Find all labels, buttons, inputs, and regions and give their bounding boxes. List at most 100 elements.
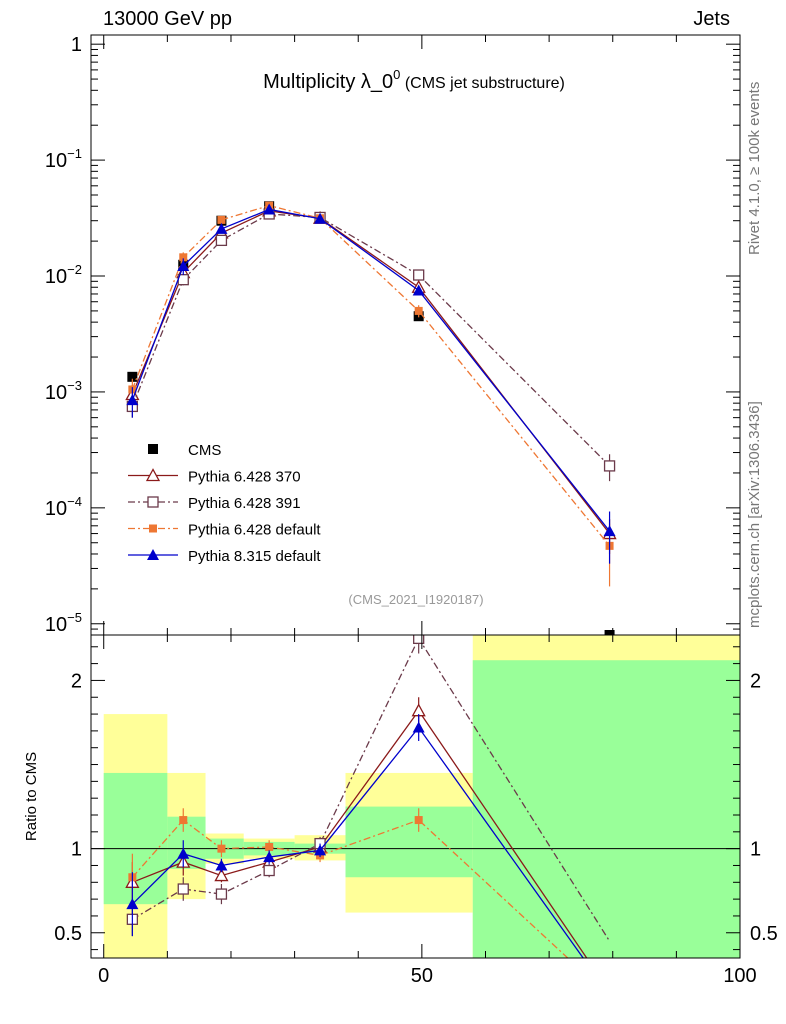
open-triangle-marker xyxy=(214,868,229,882)
data-point xyxy=(263,203,276,215)
data-point xyxy=(177,260,190,272)
legend-label: CMS xyxy=(188,442,221,459)
data-point xyxy=(179,816,188,825)
green-band-segment xyxy=(167,816,206,869)
data-point xyxy=(217,215,226,224)
data-point xyxy=(145,468,161,482)
square-marker xyxy=(148,444,158,454)
data-point xyxy=(412,284,425,296)
green-band-segment xyxy=(472,660,740,958)
ratio-y-tick-label-right: 1 xyxy=(750,839,761,861)
data-point xyxy=(147,549,159,560)
open-square-marker xyxy=(215,234,228,247)
open-square-marker xyxy=(147,496,159,508)
triangle-marker xyxy=(314,212,327,224)
square-marker xyxy=(149,524,157,533)
data-point xyxy=(413,269,425,281)
main-panel-series xyxy=(125,201,617,635)
triangle-marker xyxy=(177,847,190,859)
series-pythia-8-315-default xyxy=(126,203,616,564)
open-triangle-marker xyxy=(145,468,161,482)
y-tick-label: 10−4 xyxy=(45,494,82,520)
legend-label: Pythia 6.428 391 xyxy=(188,495,301,512)
ratio-panel-frame xyxy=(90,634,741,959)
ratio-y-tick-label-right: 2 xyxy=(750,670,761,692)
data-point xyxy=(214,868,229,882)
y-tick-label: 10−2 xyxy=(45,262,82,288)
data-point xyxy=(265,842,274,851)
triangle-marker xyxy=(215,222,228,234)
data-point xyxy=(217,844,226,853)
legend-item: Pythia 6.428 default xyxy=(128,522,321,539)
legend-label: Pythia 6.428 default xyxy=(188,522,321,539)
triangle-marker xyxy=(263,851,276,863)
y-tick-label: 10−3 xyxy=(45,378,82,404)
triangle-marker xyxy=(177,260,190,272)
open-square-marker xyxy=(263,864,275,877)
triangle-marker xyxy=(147,549,159,560)
triangle-marker xyxy=(215,859,228,871)
ratio-panel-series xyxy=(125,635,611,958)
square-marker xyxy=(179,253,188,262)
data-point xyxy=(414,816,423,825)
x-tick-label: 100 xyxy=(723,965,756,987)
series-cms xyxy=(127,201,615,635)
rivet-version-label: Rivet 4.1.0, ≥ 100k events xyxy=(746,81,763,255)
square-marker xyxy=(265,842,274,851)
data-point xyxy=(147,496,159,508)
data-point xyxy=(263,864,275,877)
process-label: 13000 GeV pp xyxy=(103,8,232,30)
triangle-marker xyxy=(126,394,139,406)
square-marker xyxy=(217,215,226,224)
triangle-marker xyxy=(412,284,425,296)
legend-label: Pythia 6.428 370 xyxy=(188,469,301,486)
open-square-marker xyxy=(413,269,425,281)
legend-item: Pythia 6.428 391 xyxy=(128,495,301,512)
data-point xyxy=(177,847,190,859)
open-square-marker xyxy=(603,460,616,472)
data-point xyxy=(603,525,616,537)
data-point xyxy=(413,635,425,645)
ratio-y-tick-label-right: 0.5 xyxy=(750,923,778,945)
data-point xyxy=(215,234,228,247)
triangle-marker xyxy=(603,525,616,537)
main-panel-frame xyxy=(90,34,741,636)
data-point xyxy=(263,851,276,863)
open-triangle-marker xyxy=(411,703,426,717)
legend-item: CMS xyxy=(148,442,221,459)
triangle-marker xyxy=(412,721,425,733)
data-point xyxy=(148,444,158,454)
data-point xyxy=(127,371,138,382)
data-point xyxy=(314,212,327,224)
data-point xyxy=(126,394,139,406)
triangle-marker xyxy=(126,898,139,910)
legend-label: Pythia 8.315 default xyxy=(188,548,321,565)
analysis-id-label: (CMS_2021_I1920187) xyxy=(348,592,483,607)
square-marker xyxy=(179,816,188,825)
data-point xyxy=(215,859,228,871)
data-point xyxy=(215,222,228,234)
ratio-axis-label: Ratio to CMS xyxy=(23,752,40,841)
x-axis-ticks: 0 50 100 xyxy=(98,35,757,987)
ratio-y-axis-ticks: 0.5 0.5 1 1 2 2 Ratio to CMS xyxy=(23,646,778,951)
mcplots-source-label: mcplots.cern.ch [arXiv:1306.3436] xyxy=(746,401,763,628)
x-tick-label: 50 xyxy=(411,965,433,987)
category-label: Jets xyxy=(693,8,730,30)
y-tick-label: 1 xyxy=(71,34,82,56)
ratio-pythia-8-315-default xyxy=(126,714,584,958)
legend: CMS Pythia 6.428 370 Pythia 6.428 391 Pythi… xyxy=(128,442,321,565)
data-point xyxy=(126,898,139,910)
ratio-y-tick-label: 2 xyxy=(71,670,82,692)
square-marker xyxy=(414,306,423,315)
main-y-axis-ticks: 10−5 10−4 10−3 10−2 10−1 1 xyxy=(45,34,740,636)
legend-item: Pythia 8.315 default xyxy=(128,548,321,565)
chart-title: Multiplicity λ_00 (CMS jet substructure) xyxy=(263,67,565,93)
data-point xyxy=(215,888,228,900)
data-point xyxy=(603,460,616,472)
x-tick-label: 0 xyxy=(98,965,109,987)
open-square-marker xyxy=(215,888,228,900)
ratio-y-tick-label: 1 xyxy=(71,839,82,861)
open-square-marker xyxy=(413,635,425,645)
data-point xyxy=(149,524,157,533)
square-marker xyxy=(414,816,423,825)
